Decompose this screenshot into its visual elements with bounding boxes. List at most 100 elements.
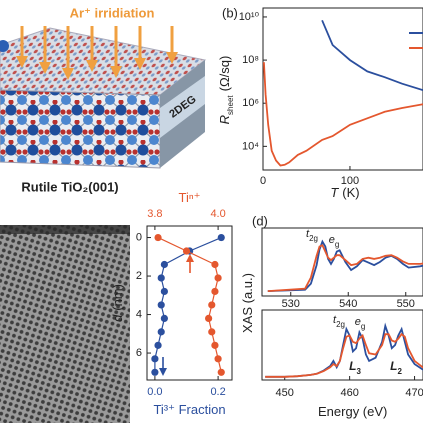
- plot-frame: [261, 309, 423, 381]
- y-axis-label: Rsheet (Ω/sq): [217, 56, 234, 125]
- data-point: [154, 233, 162, 242]
- data-point: [157, 328, 165, 336]
- x-tick-label: 0.2: [210, 386, 225, 398]
- label-part: g: [361, 322, 365, 331]
- data-point: [157, 301, 165, 309]
- series-line: [321, 19, 423, 92]
- chart: 0.0 0.2 3.8 4.0 0 2 4 6 Ti³⁺ Fraction Tiⁿ⁺ d (nm): [110, 190, 233, 417]
- label-part: 3: [356, 367, 361, 376]
- label-part: t: [333, 314, 337, 326]
- plot-frame: [261, 227, 423, 297]
- label-part: T: [330, 185, 339, 200]
- x-tick-label: 0.0: [147, 386, 162, 398]
- x2-tick-label: 4.0: [210, 208, 225, 220]
- annotation: L2: [390, 359, 402, 375]
- x-axis-label: T (K): [330, 185, 359, 200]
- annotation: t2g: [333, 314, 345, 329]
- label-part: L: [390, 359, 397, 373]
- label-part: 2g: [309, 234, 318, 243]
- data-point: [217, 233, 225, 242]
- panel-label: (d): [252, 213, 268, 228]
- label-text: Ti³⁺ Fraction: [153, 402, 225, 417]
- x2-tick-label: 3.8: [147, 208, 162, 220]
- label-part: R: [217, 115, 232, 124]
- label-part: L: [349, 359, 356, 373]
- plot-frame: [146, 225, 233, 381]
- y-tick-label: 2: [136, 270, 142, 282]
- crystal-label: Rutile TiO₂(001): [21, 179, 118, 194]
- chart: 010020010⁴10⁶10⁸10¹⁰(b)T(K)Rsheet(Ω/sq): [217, 5, 423, 200]
- y-tick-label: 10¹⁰: [239, 11, 260, 23]
- data-point: [208, 301, 216, 309]
- plot-frame: [262, 7, 423, 171]
- x2-axis-label: Tiⁿ⁺: [179, 190, 201, 205]
- y-tick-label: 10⁴: [242, 140, 259, 152]
- y-tick-label: 6: [136, 347, 142, 359]
- x-tick-label: 550: [397, 298, 415, 310]
- x-axis-label: Ti³⁺ Fraction: [153, 402, 225, 417]
- data-point: [208, 328, 216, 336]
- label-part: (Ω/sq): [217, 56, 232, 92]
- 2deg-band: [160, 76, 205, 138]
- ion-beam: [15, 26, 178, 80]
- annotation: L3: [349, 359, 361, 375]
- data-point: [160, 260, 168, 269]
- data-point: [211, 287, 219, 296]
- x-tick-label: 530: [282, 298, 300, 310]
- y-axis-label: XAS (a.u.): [240, 273, 255, 333]
- x-tick-label: 470: [405, 387, 423, 399]
- annotation: eg: [355, 316, 366, 331]
- x-axis-label: Energy (eV): [318, 404, 387, 419]
- label-text: XAS (a.u.): [240, 273, 255, 333]
- crystal-sketch: 2DEG Ar⁺ irridiation Rutile TiO₂(001): [0, 5, 207, 194]
- label-part: e: [355, 316, 361, 328]
- series-line: [263, 62, 423, 167]
- data-point: [160, 287, 168, 296]
- x-tick-label: 460: [340, 387, 358, 399]
- data-point: [157, 274, 165, 282]
- label-part: sheet: [226, 95, 235, 115]
- data-point: [154, 341, 162, 349]
- label-text: Tiⁿ⁺: [179, 190, 201, 205]
- y-tick-label: 0: [136, 231, 142, 243]
- label-part: g: [335, 240, 339, 249]
- tem-lattice: [0, 225, 130, 423]
- data-point: [214, 274, 222, 282]
- series-line: [267, 244, 423, 292]
- data-point: [217, 368, 225, 376]
- series-line: [267, 239, 423, 292]
- chart: 530 540 550(d)XAS (a.u.)t2g eg: [240, 213, 423, 333]
- label-text: Energy (eV): [318, 404, 387, 419]
- x-tick-label: 450: [276, 387, 294, 399]
- label-part: (K): [342, 185, 359, 200]
- data-point: [214, 355, 222, 363]
- beam-label: Ar⁺ irridiation: [70, 5, 155, 20]
- data-point: [160, 314, 168, 322]
- label-part: (nm): [110, 284, 125, 311]
- label-part: 2g: [336, 320, 345, 329]
- annotation: eg: [329, 234, 340, 249]
- label-part: 2: [397, 367, 402, 376]
- panel-label: (b): [222, 5, 238, 20]
- label-part: t: [306, 228, 310, 240]
- series-line: [265, 332, 423, 378]
- y-tick-label: 4: [136, 308, 142, 320]
- data-point: [205, 314, 213, 322]
- data-point: [151, 368, 159, 376]
- data-point: [182, 247, 191, 255]
- x-tick-label: 100: [341, 175, 359, 187]
- data-point: [211, 260, 219, 269]
- x-tick-label: 540: [339, 298, 357, 310]
- label-part: d: [110, 314, 125, 322]
- label-part: e: [329, 234, 335, 246]
- ion: [0, 40, 9, 52]
- data-point: [151, 355, 159, 363]
- tem-image: [0, 225, 130, 423]
- data-point: [211, 341, 219, 349]
- annotation: t2g: [306, 228, 318, 243]
- front-face: [0, 89, 161, 169]
- y-tick-label: 10⁸: [242, 54, 259, 66]
- y-axis-label: d (nm): [110, 284, 125, 322]
